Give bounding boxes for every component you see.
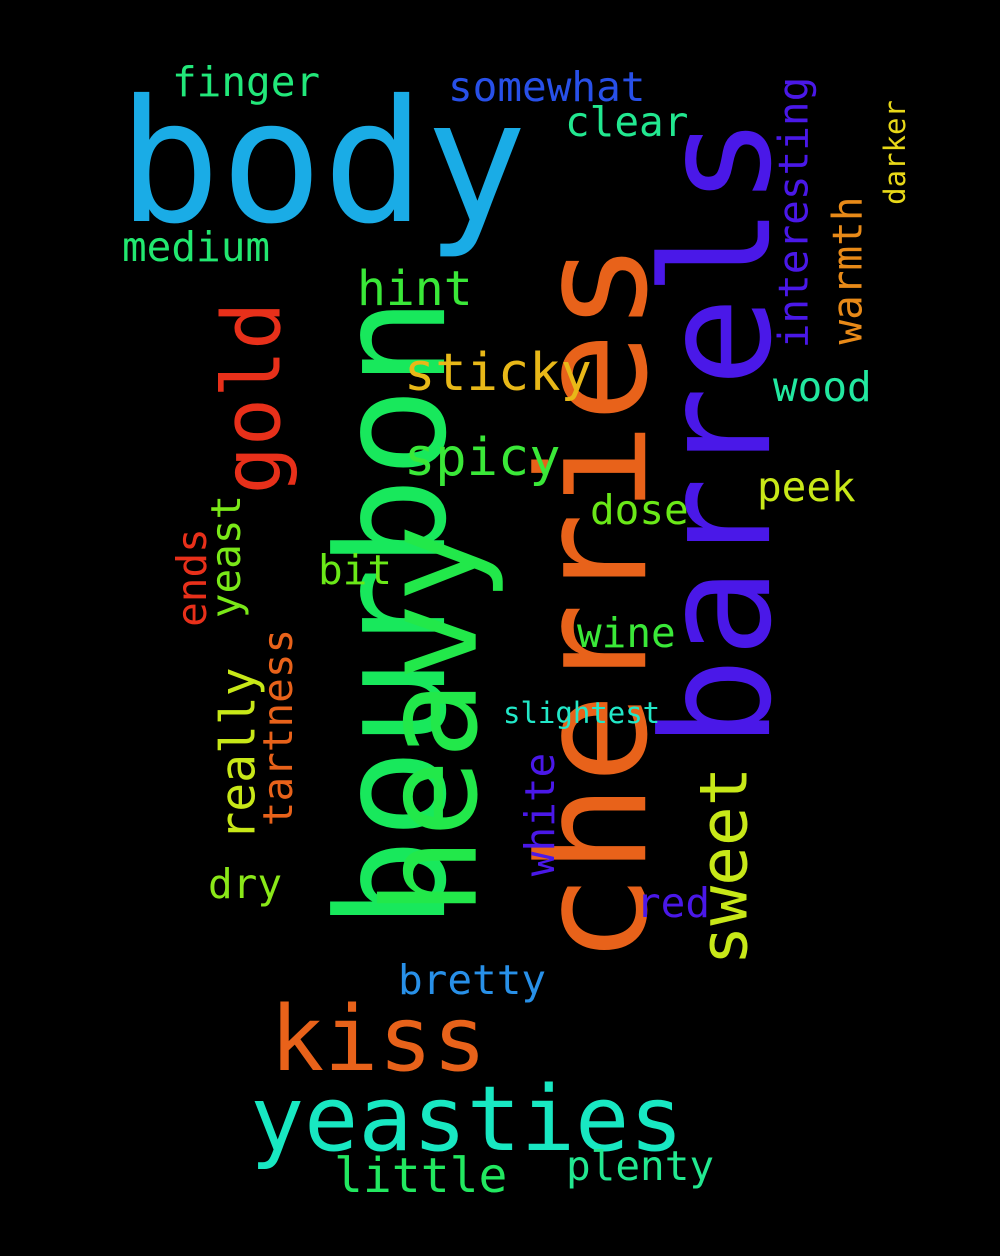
word-kiss: kiss: [270, 987, 487, 1092]
word-wood: wood: [773, 363, 872, 411]
word-hint: hint: [357, 261, 473, 317]
word-red: red: [636, 879, 711, 927]
word-plenty: plenty: [566, 1142, 715, 1190]
word-finger: finger: [172, 58, 321, 106]
word-clear: clear: [565, 98, 689, 146]
word-peek: peek: [757, 463, 856, 511]
word-yeasties: yeasties: [250, 1067, 684, 1172]
word-interesting: interesting: [769, 76, 818, 349]
word-little: little: [334, 1148, 508, 1204]
word-slightest: slightest: [503, 696, 661, 730]
word-spicy: spicy: [404, 428, 561, 488]
word-warmth: warmth: [823, 196, 872, 345]
word-gold: gold: [205, 301, 299, 495]
word-sticky: sticky: [404, 343, 592, 403]
word-tartness: tartness: [254, 628, 303, 827]
word-sweet: sweet: [685, 766, 763, 966]
word-yeast: yeast: [202, 494, 251, 619]
word-white: white: [516, 752, 565, 877]
word-wine: wine: [577, 609, 676, 657]
word-somewhat: somewhat: [448, 63, 646, 111]
word-dose: dose: [590, 486, 689, 534]
word-body: body: [118, 64, 528, 262]
word-darker: darker: [877, 100, 912, 205]
word-medium: medium: [122, 223, 271, 271]
word-dry: dry: [208, 860, 283, 908]
word-bit: bit: [318, 546, 393, 594]
word-bretty: bretty: [398, 956, 547, 1004]
